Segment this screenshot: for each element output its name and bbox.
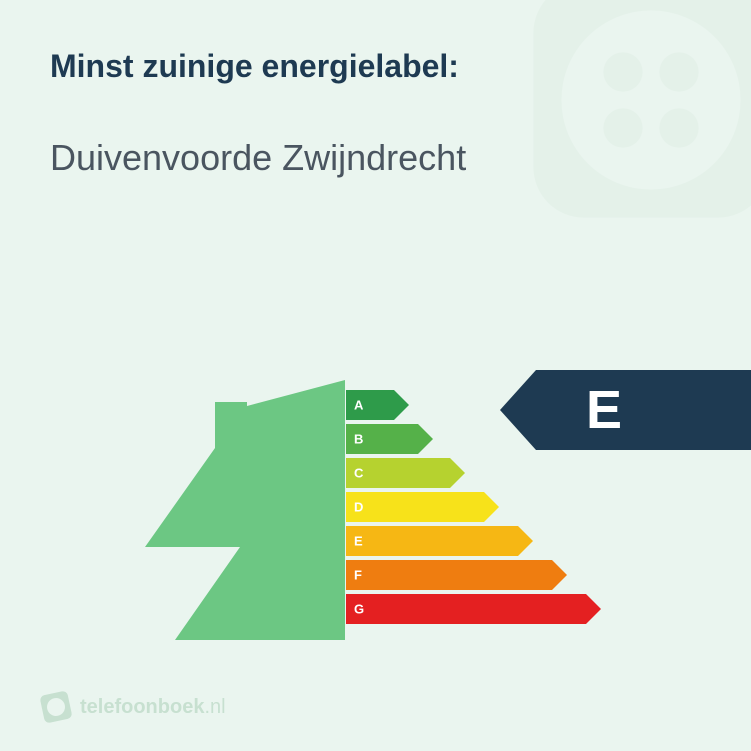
footer-logo-icon bbox=[39, 690, 72, 723]
energy-bar-d: D bbox=[346, 492, 586, 522]
bar-fill: C bbox=[346, 458, 450, 488]
footer-text: telefoonboek.nl bbox=[80, 696, 226, 719]
footer-brand: telefoonboek.nl bbox=[42, 693, 226, 721]
bar-fill: B bbox=[346, 424, 418, 454]
card-title: Minst zuinige energielabel: bbox=[50, 48, 701, 85]
bar-label: F bbox=[354, 568, 362, 583]
bar-label: G bbox=[354, 602, 364, 617]
energy-bar-e: E bbox=[346, 526, 586, 556]
rating-indicator: E bbox=[536, 370, 751, 450]
bar-label: B bbox=[354, 432, 363, 447]
bar-label: A bbox=[354, 398, 363, 413]
energy-bar-g: G bbox=[346, 594, 586, 624]
footer-brand-name: telefoonboek bbox=[80, 696, 204, 718]
bar-fill: G bbox=[346, 594, 586, 624]
card-subtitle: Duivenvoorde Zwijndrecht bbox=[50, 137, 701, 179]
bar-fill: E bbox=[346, 526, 518, 556]
energy-bar-f: F bbox=[346, 560, 586, 590]
footer-tld: .nl bbox=[204, 696, 225, 718]
watermark-icon bbox=[511, 0, 751, 240]
bar-fill: D bbox=[346, 492, 484, 522]
energy-label-card: Minst zuinige energielabel: Duivenvoorde… bbox=[0, 0, 751, 751]
house-icon bbox=[145, 380, 345, 640]
bar-fill: A bbox=[346, 390, 394, 420]
energy-bar-c: C bbox=[346, 458, 586, 488]
bar-label: E bbox=[354, 534, 363, 549]
bar-label: C bbox=[354, 466, 363, 481]
rating-letter: E bbox=[586, 383, 622, 437]
bar-label: D bbox=[354, 500, 363, 515]
bar-fill: F bbox=[346, 560, 552, 590]
